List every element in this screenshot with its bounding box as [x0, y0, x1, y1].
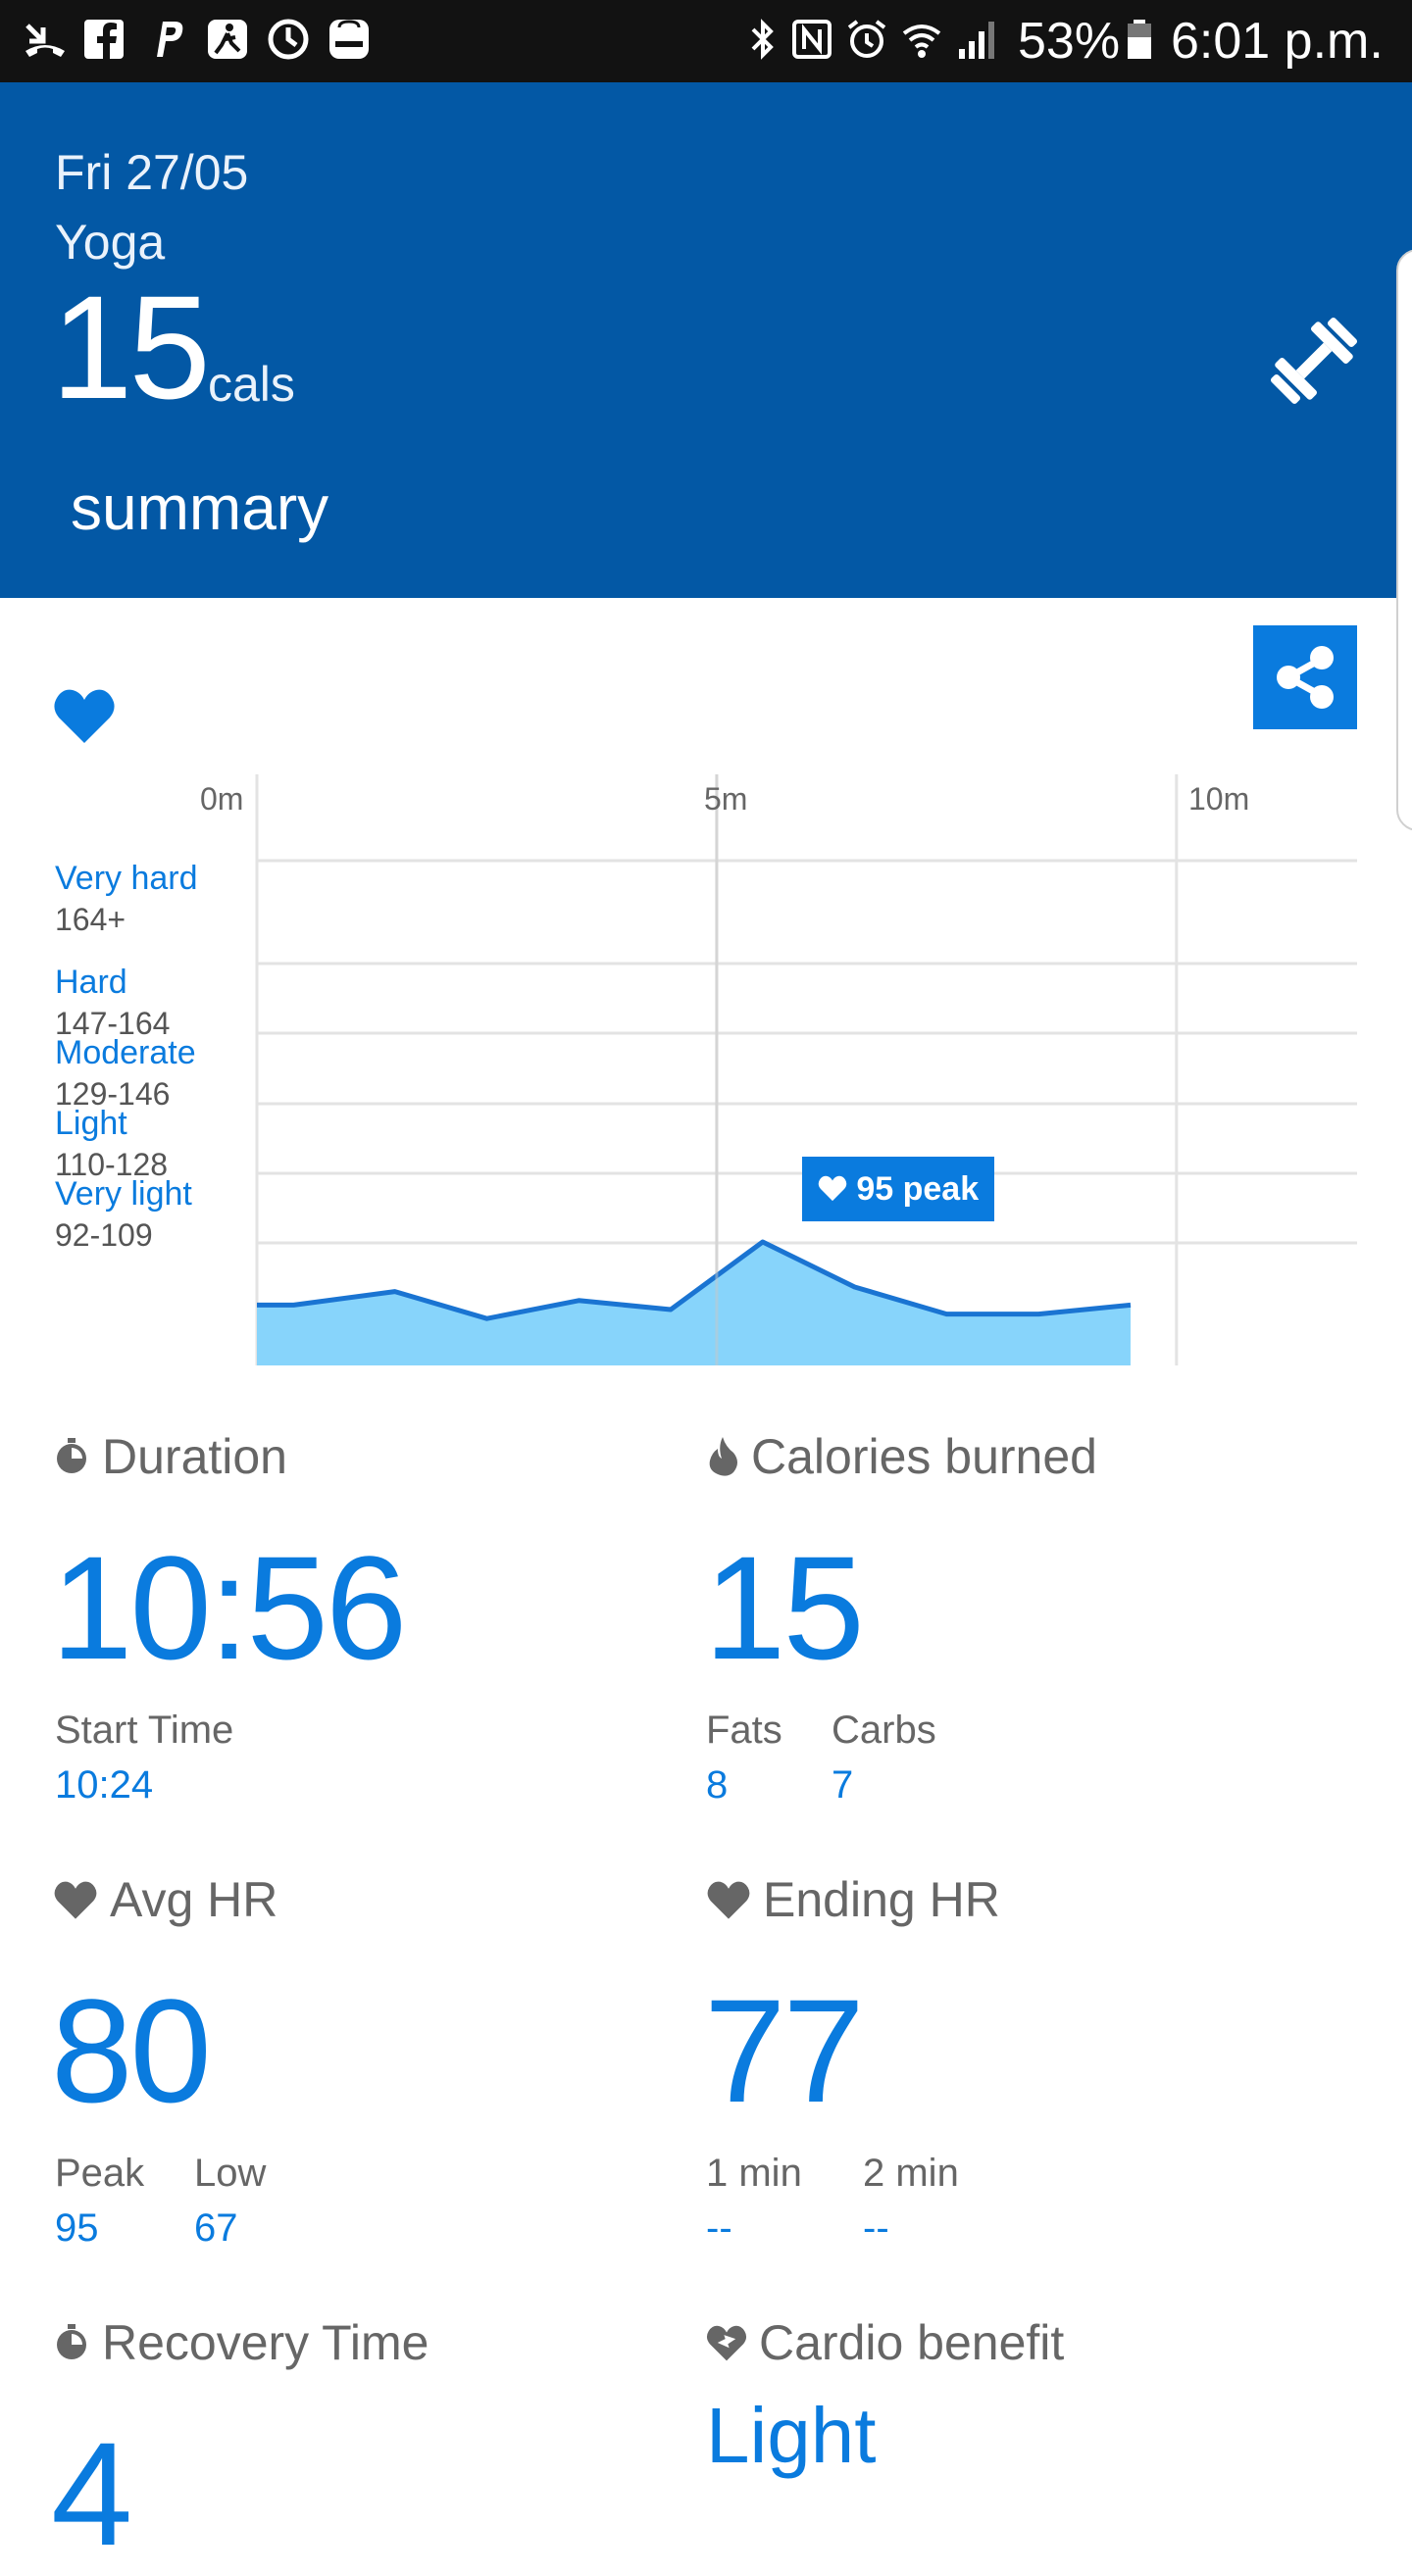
- bluetooth-icon: [741, 18, 784, 61]
- wifi-icon: [900, 18, 943, 61]
- peak-heart-icon: [818, 1174, 847, 1202]
- calories-title: Calories burned: [706, 1427, 1097, 1486]
- workout-date: Fri 27/05: [55, 143, 248, 202]
- share-icon: [1253, 625, 1357, 729]
- fitness-app-icon: [206, 18, 249, 61]
- two-min-label: 2 min: [863, 2149, 959, 2198]
- activity-name: Yoga: [55, 213, 165, 272]
- battery-icon: [1126, 18, 1153, 61]
- tab-summary[interactable]: summary: [71, 471, 328, 545]
- battery-percent: 53%: [1018, 12, 1120, 71]
- one-min-label: 1 min: [706, 2149, 802, 2198]
- share-button[interactable]: [1253, 625, 1357, 729]
- missed-call-icon: [24, 18, 67, 61]
- header-calories-unit: cals: [208, 355, 295, 414]
- low-hr-value: 67: [194, 2204, 238, 2253]
- zone-name-1: Hard: [55, 963, 127, 1002]
- dumbbell-icon: [1263, 310, 1365, 412]
- recovery-time-value: 4: [51, 2415, 129, 2572]
- carbs-label: Carbs: [832, 1706, 936, 1755]
- next-card-edge: [1396, 249, 1412, 831]
- start-time-value: 10:24: [55, 1760, 153, 1809]
- two-min-value: --: [863, 2204, 889, 2253]
- avg-hr-title: Avg HR: [53, 1870, 277, 1929]
- heart-rate-icon: [53, 686, 116, 745]
- signal-icon: [955, 18, 998, 61]
- clock: 6:01 p.m.: [1171, 12, 1384, 71]
- peak-label: 95 peak: [856, 1170, 979, 1208]
- zone-name-2: Moderate: [55, 1033, 196, 1072]
- flame-icon: [706, 1437, 739, 1476]
- stopwatch-icon: [53, 1438, 90, 1475]
- duration-value: 10:56: [51, 1529, 404, 1686]
- x-tick-label-0: 0m: [200, 779, 243, 818]
- cardio-benefit-value: Light: [706, 2392, 876, 2480]
- ending-hr-value: 77: [704, 1972, 862, 2129]
- peak-badge: 95 peak: [802, 1157, 994, 1221]
- peak-hr-value: 95: [55, 2204, 99, 2253]
- ending-hr-heart-icon: [706, 1879, 751, 1920]
- duration-title: Duration: [53, 1427, 287, 1486]
- avg-hr-heart-icon: [53, 1879, 98, 1920]
- paypal-icon: [145, 18, 188, 61]
- cardio-benefit-title: Cardio benefit: [706, 2313, 1064, 2372]
- ending-hr-title: Ending HR: [706, 1870, 1000, 1929]
- zone-range-4: 92-109: [55, 1215, 153, 1255]
- start-time-label: Start Time: [55, 1706, 233, 1755]
- recovery-time-title: Recovery Time: [53, 2313, 429, 2372]
- carbs-value: 7: [832, 1760, 853, 1809]
- calories-value: 15: [704, 1529, 862, 1686]
- galaxy-app-icon: [328, 18, 371, 61]
- avg-hr-value: 80: [51, 1972, 209, 2129]
- x-tick-label-2: 10m: [1188, 779, 1249, 818]
- header-calories: 15: [51, 269, 207, 425]
- heart-rate-chart: [0, 765, 1412, 1372]
- low-hr-label: Low: [194, 2149, 266, 2198]
- status-bar: 53% 6:01 p.m.: [0, 0, 1412, 82]
- cardio-heart-icon: [706, 2323, 747, 2362]
- zone-range-0: 164+: [55, 900, 126, 939]
- zone-name-3: Light: [55, 1104, 127, 1143]
- workout-header: Fri 27/05 Yoga 15 cals summary: [0, 82, 1412, 598]
- one-min-value: --: [706, 2204, 732, 2253]
- zone-name-0: Very hard: [55, 859, 198, 898]
- recovery-stopwatch-icon: [53, 2324, 90, 2361]
- power-app-icon: [267, 18, 310, 61]
- nfc-icon: [790, 18, 833, 61]
- x-tick-label-1: 5m: [704, 779, 747, 818]
- facebook-icon: [82, 18, 126, 61]
- fats-value: 8: [706, 1760, 728, 1809]
- fats-label: Fats: [706, 1706, 782, 1755]
- zone-name-4: Very light: [55, 1174, 192, 1214]
- alarm-icon: [845, 18, 888, 61]
- hr-area-fill: [257, 1242, 1131, 1365]
- peak-hr-label: Peak: [55, 2149, 144, 2198]
